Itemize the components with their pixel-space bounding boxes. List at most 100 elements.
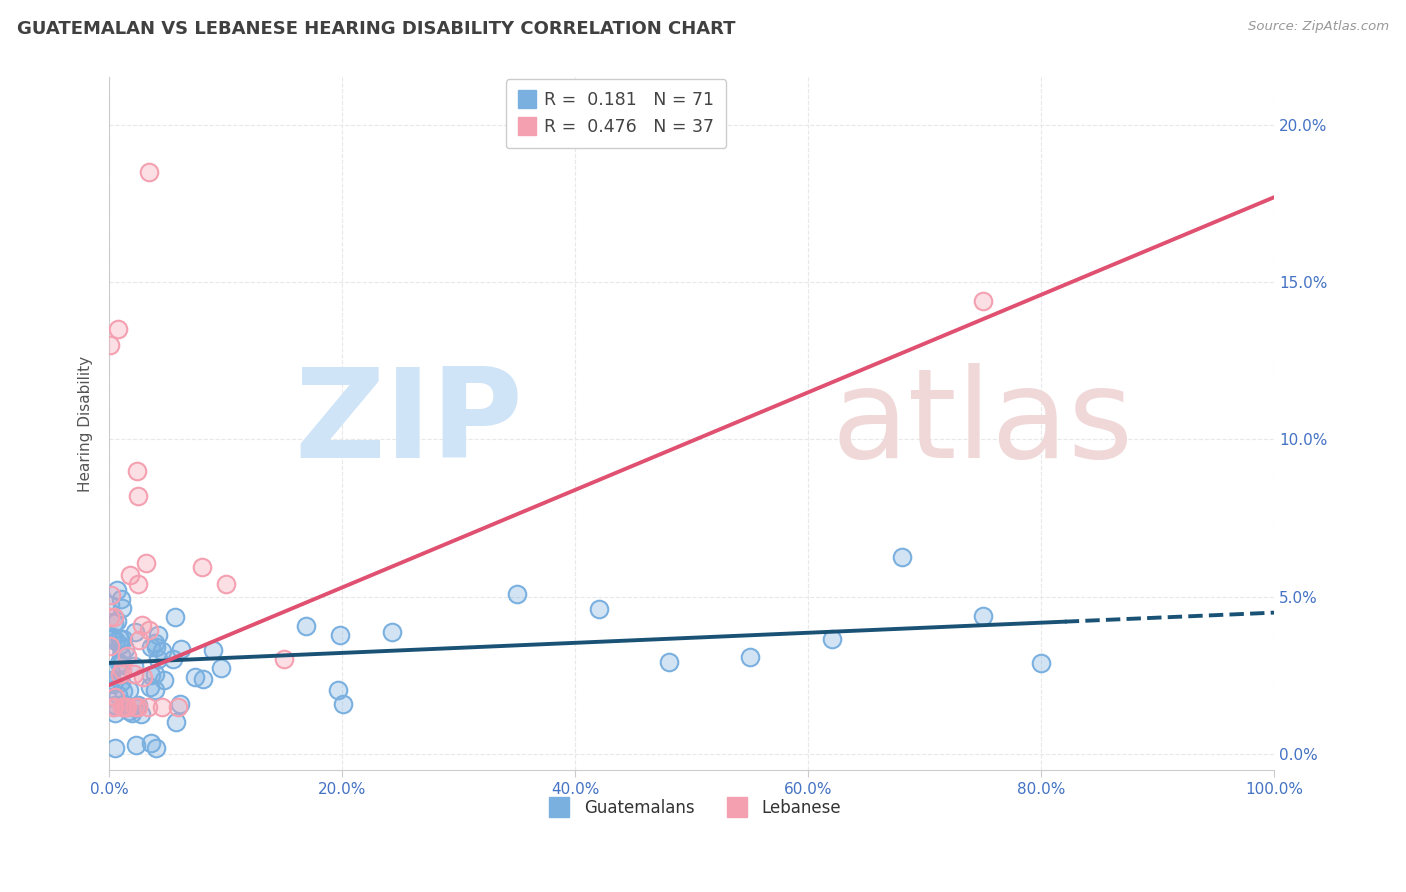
- Text: ZIP: ZIP: [294, 363, 523, 484]
- Point: [215, 576, 238, 591]
- Point: [381, 625, 404, 640]
- Point: [121, 706, 143, 720]
- Point: [110, 648, 132, 662]
- Point: [326, 683, 349, 698]
- Point: [138, 165, 160, 179]
- Point: [100, 673, 122, 687]
- Point: [111, 700, 134, 714]
- Point: [111, 684, 134, 698]
- Point: [165, 715, 187, 730]
- Point: [110, 657, 132, 672]
- Point: [104, 741, 127, 756]
- Point: [103, 630, 125, 644]
- Point: [103, 676, 125, 690]
- Point: [112, 697, 135, 711]
- Point: [100, 338, 122, 352]
- Point: [141, 668, 163, 682]
- Point: [127, 700, 149, 714]
- Point: [163, 609, 186, 624]
- Text: atlas: atlas: [832, 363, 1133, 484]
- Y-axis label: Hearing Disability: Hearing Disability: [79, 356, 93, 491]
- Point: [273, 652, 295, 666]
- Point: [972, 609, 994, 624]
- Point: [166, 700, 188, 714]
- Point: [124, 700, 146, 714]
- Point: [117, 683, 139, 698]
- Point: [104, 634, 127, 648]
- Point: [112, 632, 135, 647]
- Point: [100, 598, 122, 612]
- Point: [115, 700, 138, 714]
- Point: [111, 663, 134, 677]
- Point: [122, 659, 145, 673]
- Point: [139, 640, 162, 654]
- Point: [191, 560, 214, 574]
- Point: [890, 549, 912, 564]
- Point: [135, 556, 157, 570]
- Point: [108, 632, 131, 646]
- Point: [141, 736, 163, 750]
- Point: [105, 583, 128, 598]
- Point: [111, 601, 134, 615]
- Point: [191, 672, 214, 686]
- Point: [132, 670, 155, 684]
- Point: [138, 700, 160, 714]
- Point: [110, 592, 132, 607]
- Point: [122, 667, 145, 681]
- Point: [162, 652, 184, 666]
- Point: [103, 616, 125, 631]
- Legend: Guatemalans, Lebanese: Guatemalans, Lebanese: [536, 793, 848, 824]
- Point: [184, 670, 207, 684]
- Point: [201, 643, 224, 657]
- Point: [332, 698, 354, 712]
- Point: [100, 588, 122, 602]
- Point: [146, 651, 169, 665]
- Point: [104, 698, 127, 713]
- Point: [127, 489, 149, 503]
- Point: [169, 698, 191, 712]
- Point: [107, 688, 129, 702]
- Point: [152, 673, 174, 688]
- Point: [114, 641, 136, 656]
- Point: [129, 706, 152, 721]
- Point: [138, 623, 160, 637]
- Point: [131, 617, 153, 632]
- Point: [114, 700, 136, 714]
- Point: [145, 640, 167, 654]
- Text: Source: ZipAtlas.com: Source: ZipAtlas.com: [1249, 20, 1389, 33]
- Point: [103, 610, 125, 624]
- Point: [100, 639, 122, 653]
- Point: [125, 738, 148, 752]
- Point: [821, 632, 844, 646]
- Point: [117, 648, 139, 663]
- Point: [127, 576, 149, 591]
- Point: [329, 628, 352, 642]
- Point: [127, 698, 149, 713]
- Point: [104, 690, 127, 705]
- Point: [127, 464, 149, 478]
- Point: [588, 602, 610, 616]
- Point: [118, 704, 141, 718]
- Point: [295, 619, 318, 633]
- Point: [170, 642, 193, 657]
- Point: [209, 661, 232, 675]
- Point: [148, 627, 170, 641]
- Point: [150, 644, 173, 658]
- Point: [108, 666, 131, 681]
- Point: [104, 706, 127, 720]
- Point: [124, 700, 146, 714]
- Point: [100, 675, 122, 690]
- Point: [101, 700, 124, 714]
- Point: [138, 680, 160, 694]
- Point: [150, 700, 173, 714]
- Point: [110, 638, 132, 652]
- Point: [108, 657, 131, 671]
- Point: [124, 624, 146, 639]
- Point: [100, 632, 122, 646]
- Point: [506, 587, 529, 601]
- Point: [143, 636, 166, 650]
- Point: [740, 649, 762, 664]
- Point: [128, 633, 150, 648]
- Point: [972, 294, 994, 309]
- Point: [118, 567, 141, 582]
